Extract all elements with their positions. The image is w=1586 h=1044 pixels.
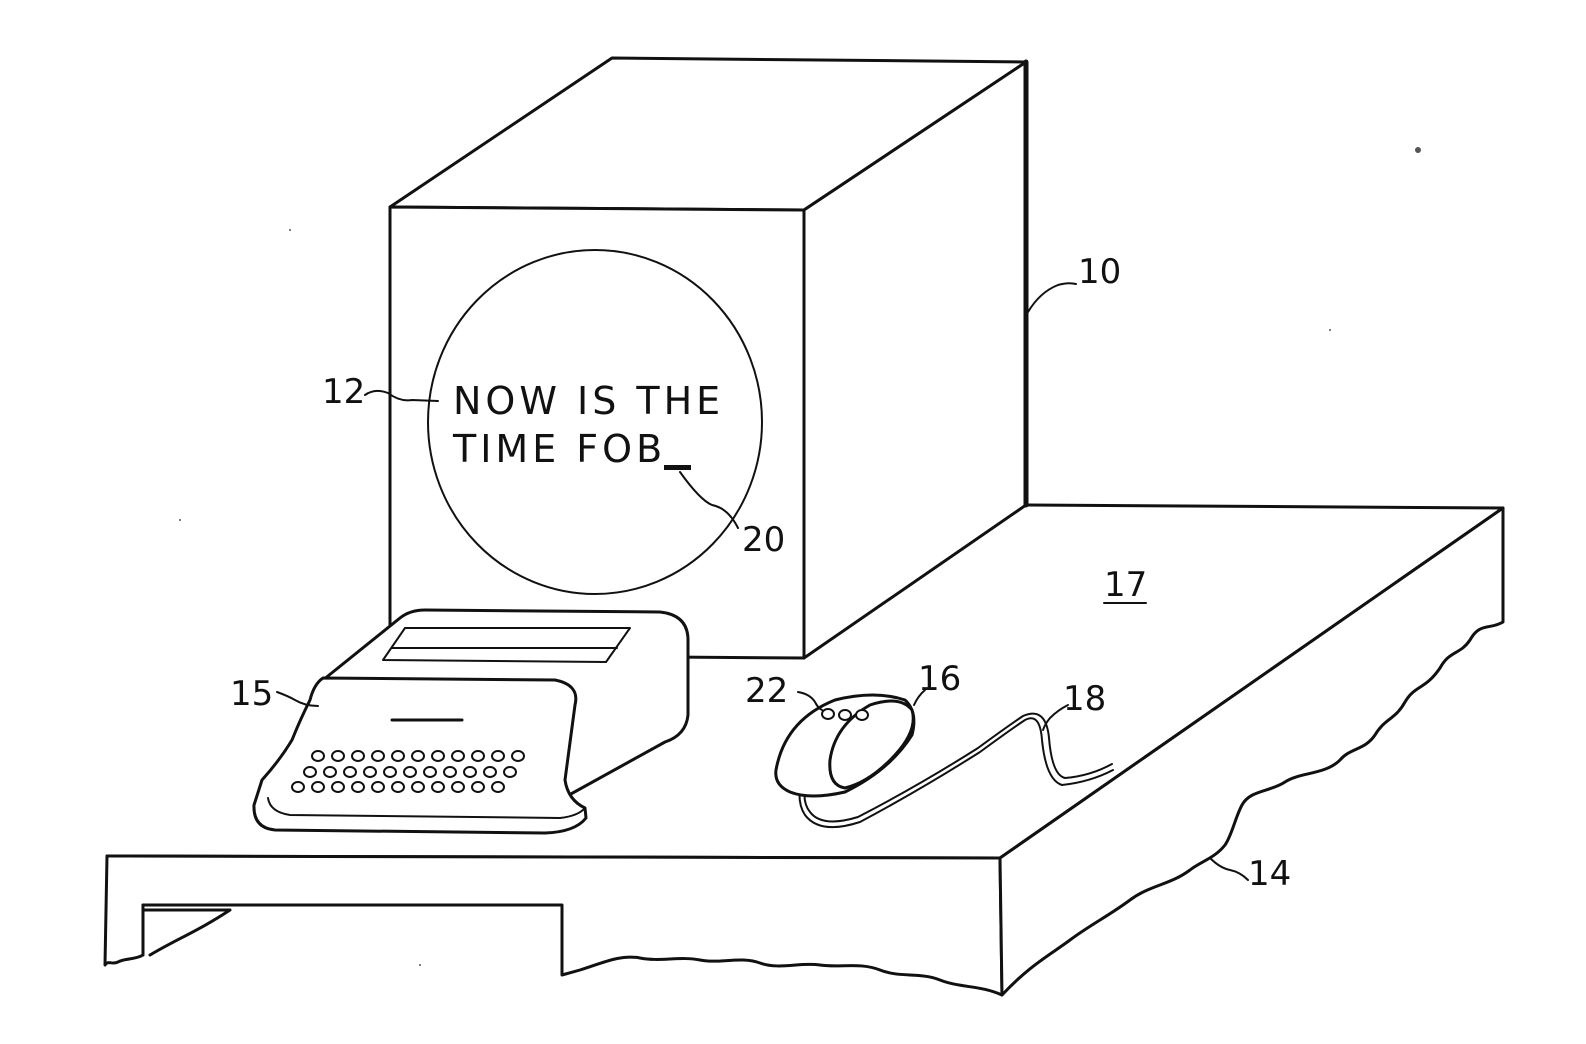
keyboard-front-lip	[267, 797, 586, 819]
desk-side-face	[998, 506, 1505, 997]
mouse-assembly	[774, 693, 1114, 829]
keyboard-keys	[291, 750, 525, 793]
desk-opening	[141, 903, 232, 957]
ref-label-20: 20	[742, 520, 785, 560]
leader-12	[364, 389, 439, 402]
cursor-underline	[664, 465, 691, 470]
leader-14	[1209, 857, 1249, 881]
leader-10	[1027, 282, 1077, 313]
cursor-character: B	[636, 427, 666, 471]
leader-lines	[276, 282, 1249, 881]
mouse-cord	[798, 717, 1114, 829]
ref-label-17: 17	[1104, 565, 1147, 605]
ref-label-12: 12	[322, 372, 365, 412]
monitor	[388, 56, 1029, 660]
ref-label-14: 14	[1248, 854, 1291, 894]
ref-label-18: 18	[1063, 679, 1106, 719]
ref-label-15: 15	[230, 674, 273, 714]
desk-front-face	[103, 854, 1004, 997]
ref-label-16: 16	[918, 659, 961, 699]
mouse-cord-inner	[803, 712, 1113, 823]
monitor-screen	[427, 249, 763, 595]
screen-text-line-2: TIME FOB	[452, 427, 666, 471]
mouse-buttons	[821, 708, 869, 721]
keyboard-display-slot	[382, 627, 631, 663]
leader-16	[913, 689, 926, 706]
leader-18	[1042, 704, 1069, 731]
leader-15	[276, 691, 319, 707]
screen-text-line-1: NOW IS THE	[453, 379, 724, 423]
ref-label-22: 22	[745, 671, 788, 711]
ref-label-10: 10	[1078, 252, 1121, 292]
leader-20	[679, 471, 739, 529]
leader-22	[797, 691, 823, 711]
reference-numerals: 10 12 20 17 15 22 16 18 14	[230, 252, 1291, 894]
keyboard	[252, 608, 690, 835]
screen-text-block: NOW IS THE TIME FOB	[452, 379, 724, 471]
